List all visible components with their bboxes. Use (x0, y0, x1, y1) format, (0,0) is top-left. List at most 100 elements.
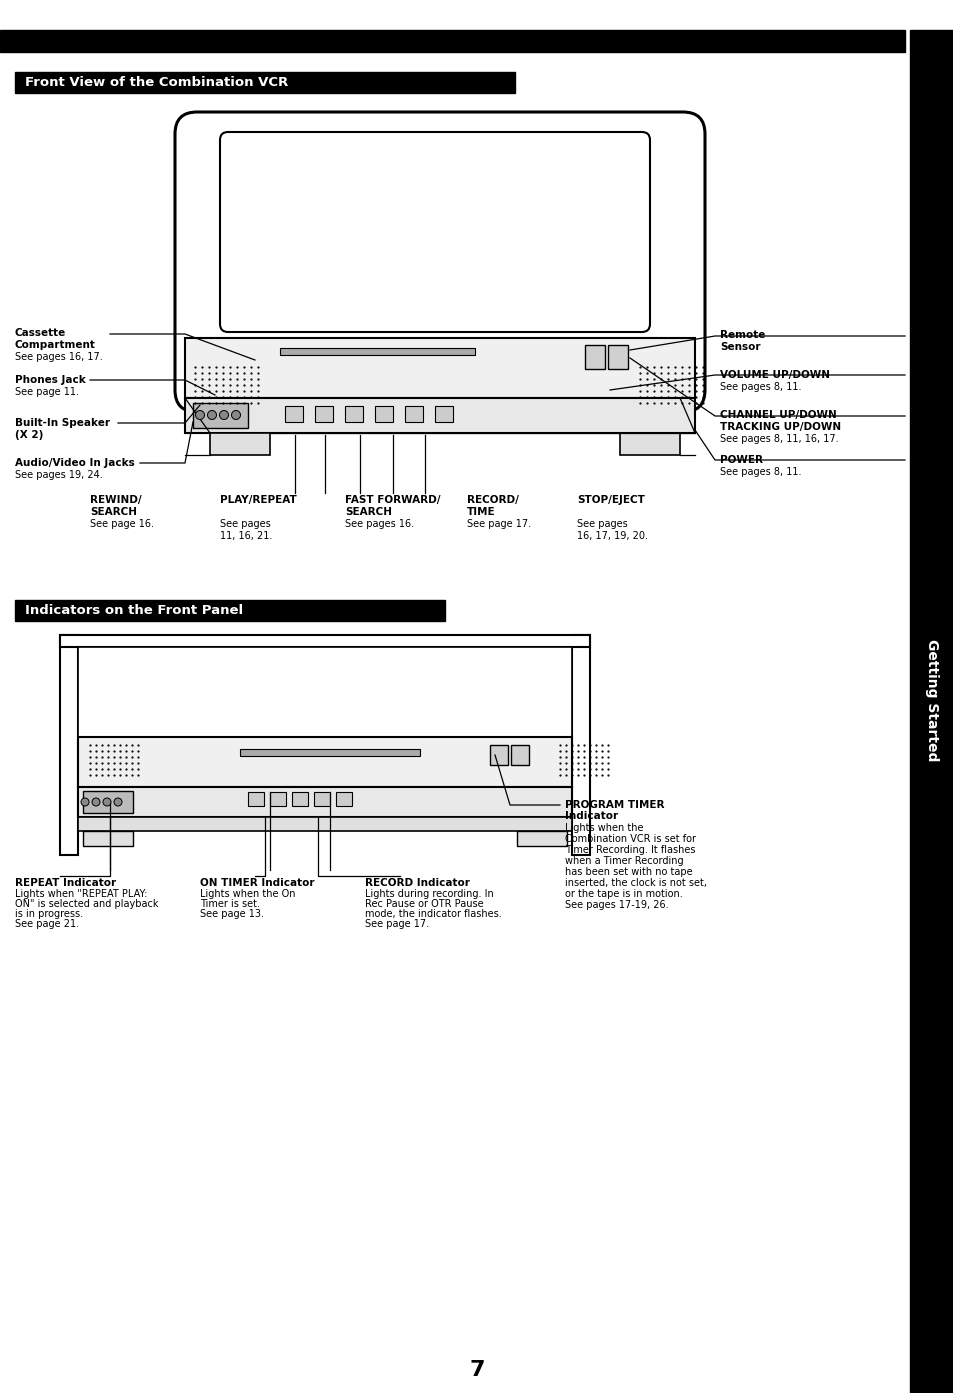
Text: has been set with no tape: has been set with no tape (564, 866, 692, 878)
Text: RECORD Indicator: RECORD Indicator (365, 878, 470, 887)
Circle shape (91, 798, 100, 807)
Text: is in progress.: is in progress. (15, 910, 83, 919)
Circle shape (219, 411, 229, 419)
Text: when a Timer Recording: when a Timer Recording (564, 857, 683, 866)
Bar (15, 600, 444, 621)
Circle shape (232, 411, 240, 419)
Text: Audio/Video In Jacks: Audio/Video In Jacks (15, 458, 134, 468)
Bar (193, 403, 248, 428)
Text: RECORD/
TIME: RECORD/ TIME (467, 495, 518, 517)
Bar (78, 818, 572, 832)
Text: See pages
16, 17, 19, 20.: See pages 16, 17, 19, 20. (577, 520, 647, 540)
Text: See pages 8, 11.: See pages 8, 11. (720, 382, 801, 391)
Text: Cassette: Cassette (15, 327, 66, 338)
Bar (314, 793, 330, 807)
Text: FAST FORWARD/
SEARCH: FAST FORWARD/ SEARCH (345, 495, 440, 517)
Text: CHANNEL UP/DOWN: CHANNEL UP/DOWN (720, 410, 836, 421)
FancyBboxPatch shape (174, 111, 704, 412)
Bar (78, 787, 572, 818)
Text: See pages 8, 11.: See pages 8, 11. (720, 467, 801, 476)
Bar (240, 749, 419, 756)
Bar (435, 405, 453, 422)
Text: See pages 17-19, 26.: See pages 17-19, 26. (564, 900, 668, 910)
Bar (285, 405, 303, 422)
Text: Combination VCR is set for: Combination VCR is set for (564, 834, 696, 844)
Text: mode, the indicator flashes.: mode, the indicator flashes. (365, 910, 501, 919)
Bar (607, 345, 627, 369)
Text: Rec Pause or OTR Pause: Rec Pause or OTR Pause (365, 898, 483, 910)
Text: See page 13.: See page 13. (200, 910, 264, 919)
Bar (517, 832, 566, 846)
Text: See pages 16, 17.: See pages 16, 17. (15, 352, 103, 362)
Text: PLAY/REPEAT: PLAY/REPEAT (220, 495, 296, 506)
Bar (335, 793, 352, 807)
Bar (490, 745, 507, 765)
Text: See pages
11, 16, 21.: See pages 11, 16, 21. (220, 520, 273, 540)
Bar (405, 405, 422, 422)
Bar (511, 745, 529, 765)
Text: Sensor: Sensor (720, 343, 760, 352)
Text: 7: 7 (469, 1360, 484, 1380)
Text: See pages 16.: See pages 16. (345, 520, 414, 529)
Text: ON" is selected and playback: ON" is selected and playback (15, 898, 158, 910)
FancyBboxPatch shape (220, 132, 649, 332)
Text: Built-In Speaker: Built-In Speaker (15, 418, 110, 428)
Circle shape (208, 411, 216, 419)
Text: TRACKING UP/DOWN: TRACKING UP/DOWN (720, 422, 841, 432)
Bar (15, 72, 515, 93)
Circle shape (103, 798, 111, 807)
Text: REPEAT Indicator: REPEAT Indicator (15, 878, 116, 887)
Text: POWER: POWER (720, 456, 762, 465)
Text: Indicators on the Front Panel: Indicators on the Front Panel (25, 605, 243, 617)
Text: Lights when "REPEAT PLAY:: Lights when "REPEAT PLAY: (15, 889, 147, 898)
Text: See page 16.: See page 16. (90, 520, 153, 529)
Text: ON TIMER Indicator: ON TIMER Indicator (200, 878, 314, 887)
Bar (292, 793, 308, 807)
Bar (270, 793, 286, 807)
Bar (584, 345, 604, 369)
Text: STOP/EJECT: STOP/EJECT (577, 495, 644, 506)
Bar (345, 405, 363, 422)
Bar (619, 433, 679, 456)
Bar (83, 832, 132, 846)
Text: See pages 19, 24.: See pages 19, 24. (15, 469, 103, 481)
Text: Remote: Remote (720, 330, 764, 340)
Text: See page 21.: See page 21. (15, 919, 79, 929)
Bar (83, 791, 132, 814)
Bar (280, 348, 475, 355)
Text: or the tape is in motion.: or the tape is in motion. (564, 889, 682, 898)
Bar (60, 635, 78, 855)
Text: Front View of the Combination VCR: Front View of the Combination VCR (25, 77, 288, 89)
Text: (X 2): (X 2) (15, 430, 43, 440)
Text: See page 17.: See page 17. (467, 520, 531, 529)
Bar (78, 737, 572, 787)
Bar (210, 433, 270, 456)
Circle shape (195, 411, 204, 419)
Text: Compartment: Compartment (15, 340, 95, 350)
Text: Phones Jack: Phones Jack (15, 375, 86, 384)
Text: Getting Started: Getting Started (924, 639, 938, 761)
Text: REWIND/
SEARCH: REWIND/ SEARCH (90, 495, 141, 517)
Circle shape (81, 798, 89, 807)
Bar (0, 31, 904, 52)
Text: See page 17.: See page 17. (365, 919, 429, 929)
Bar (375, 405, 393, 422)
Text: Indicator: Indicator (564, 811, 618, 820)
Bar (572, 635, 589, 855)
Text: See pages 8, 11, 16, 17.: See pages 8, 11, 16, 17. (720, 435, 838, 444)
Text: See page 11.: See page 11. (15, 387, 79, 397)
Bar (248, 793, 264, 807)
Text: Lights when the On: Lights when the On (200, 889, 295, 898)
Text: Timer is set.: Timer is set. (200, 898, 260, 910)
Text: Lights during recording. In: Lights during recording. In (365, 889, 494, 898)
Text: PROGRAM TIMER: PROGRAM TIMER (564, 800, 664, 809)
Text: VOLUME UP/DOWN: VOLUME UP/DOWN (720, 371, 829, 380)
Text: Lights when the: Lights when the (564, 823, 643, 833)
Bar (909, 31, 953, 1393)
Bar (185, 338, 695, 398)
Circle shape (113, 798, 122, 807)
Bar (314, 405, 333, 422)
Bar (60, 635, 589, 646)
Text: Timer Recording. It flashes: Timer Recording. It flashes (564, 846, 695, 855)
Text: inserted, the clock is not set,: inserted, the clock is not set, (564, 878, 706, 887)
